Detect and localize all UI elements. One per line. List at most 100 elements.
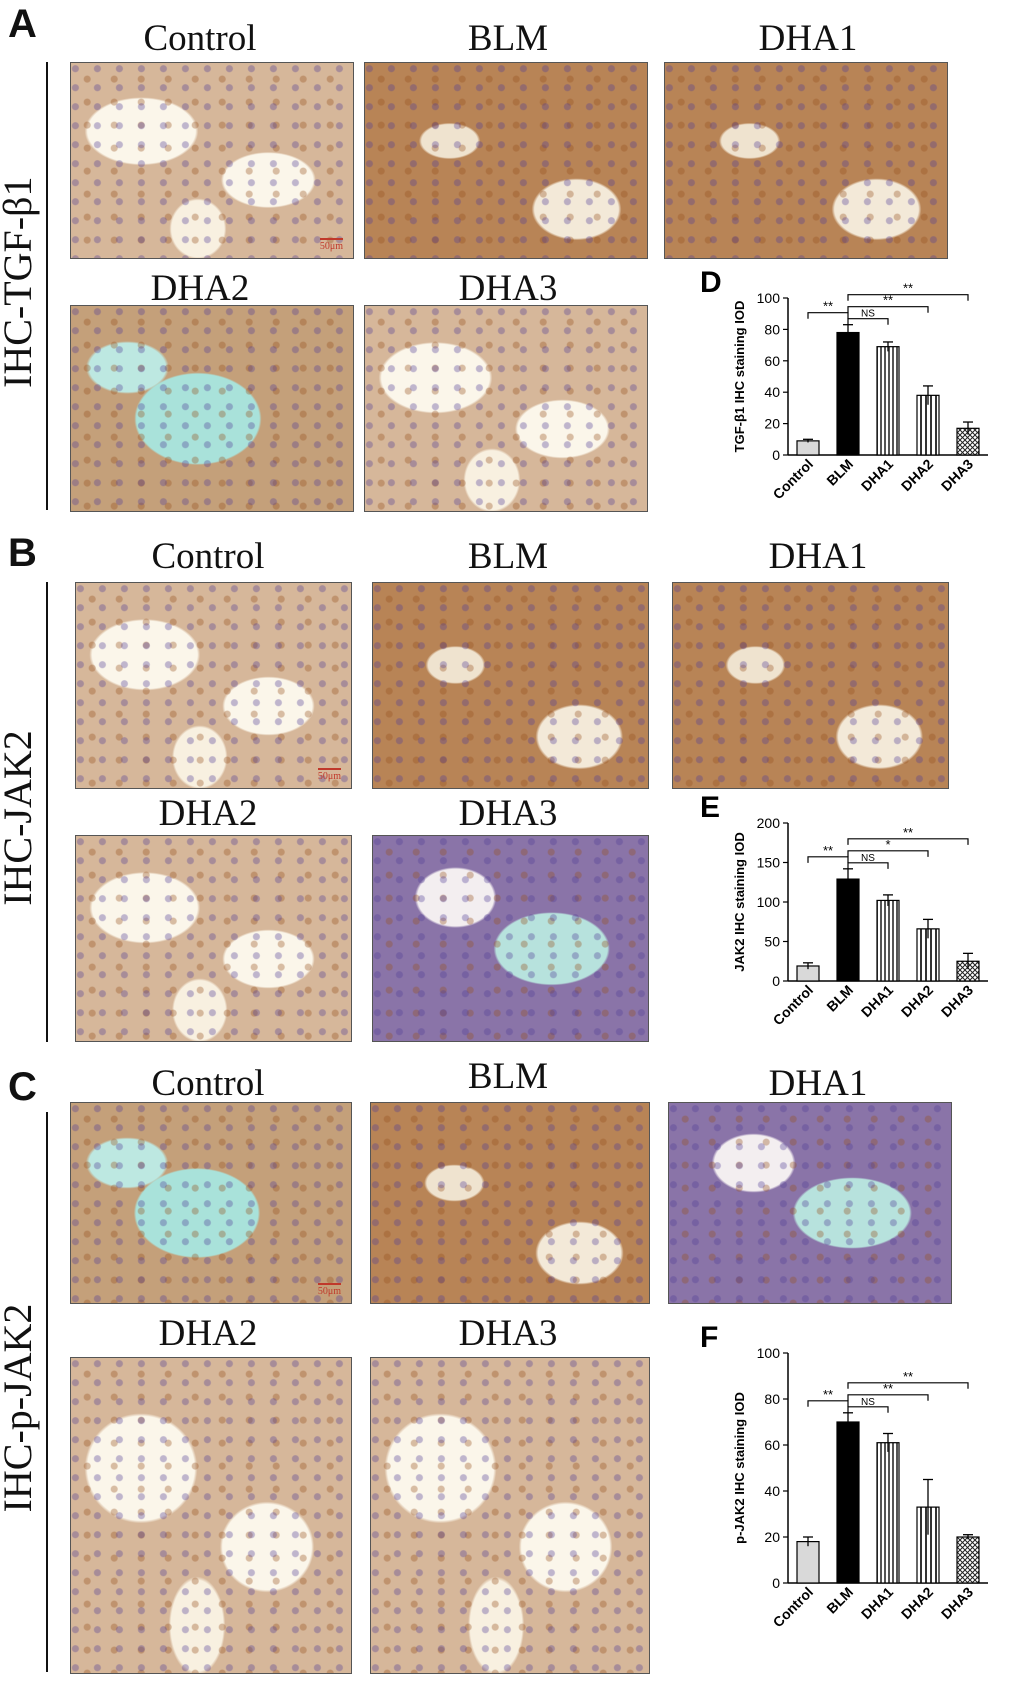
y-axis-label: p-JAK2 IHC staining IOD: [732, 1392, 747, 1544]
panel-letter-b: B: [8, 531, 37, 575]
significance-bracket: [847, 306, 929, 313]
significance-bracket: [807, 1400, 849, 1407]
section-a-dha2-title: DHA2: [150, 268, 250, 309]
category-label-blm: BLM: [823, 982, 856, 1015]
significance-bracket: [847, 838, 969, 845]
panel-letter-a: A: [8, 2, 37, 46]
section-a-blm-title: BLM: [467, 18, 549, 59]
section-c-dha2-micrograph: [70, 1357, 352, 1674]
significance-label: NS: [861, 853, 875, 864]
category-label-blm: BLM: [823, 456, 856, 489]
section-b-divider: [46, 582, 48, 1042]
section-c-control-title: Control: [151, 1063, 265, 1104]
significance-bracket: [847, 862, 889, 869]
significance-bracket: [847, 1394, 929, 1401]
section-a-dha3-micrograph: [364, 305, 648, 512]
scale-bar-label: 50μm: [317, 768, 342, 782]
panel-letter-e: E: [700, 791, 720, 824]
y-tick-label: 60: [764, 353, 780, 369]
y-axis-label: JAK2 IHC staining IOD: [732, 832, 747, 971]
category-label-dha1: DHA1: [858, 456, 896, 494]
significance-label: **: [903, 1369, 913, 1384]
section-b-dha1-title: DHA1: [768, 536, 868, 577]
y-tick-label: 60: [764, 1437, 780, 1453]
scale-bar-label: 50μm: [317, 1283, 342, 1297]
y-tick-label: 40: [764, 384, 780, 400]
significance-bracket: [847, 850, 929, 857]
y-tick-label: 200: [757, 815, 781, 831]
significance-bracket: [807, 312, 849, 319]
significance-bracket: [847, 1382, 969, 1389]
significance-label: **: [823, 843, 833, 858]
significance-label: *: [885, 837, 890, 852]
section-c-divider: [46, 1112, 48, 1672]
section-c-blm-title: BLM: [467, 1056, 549, 1097]
y-tick-label: 100: [757, 894, 781, 910]
section-c-dha1-title: DHA1: [768, 1063, 868, 1104]
y-tick-label: 0: [772, 1575, 780, 1591]
section-b-control-title: Control: [151, 536, 265, 577]
y-axis-label: TGF-β1 IHC staining IOD: [732, 301, 747, 453]
section-a-control-micrograph: 50μm: [70, 62, 354, 259]
bar-control: [796, 440, 820, 456]
significance-bracket: [847, 1406, 889, 1413]
category-label-dha1: DHA1: [858, 982, 896, 1020]
y-tick-label: 150: [757, 855, 781, 871]
bar-dha1: [876, 1442, 900, 1584]
significance-label: **: [883, 1381, 893, 1396]
y-tick-label: 50: [764, 934, 780, 950]
significance-label: **: [823, 299, 833, 314]
significance-label: **: [823, 1387, 833, 1402]
section-a-control-title: Control: [143, 18, 257, 59]
y-tick-label: 100: [757, 1345, 781, 1361]
panel-letter-c: C: [8, 1065, 37, 1109]
section-b-blm-micrograph: [372, 582, 649, 789]
category-label-dha3: DHA3: [938, 982, 976, 1020]
significance-label: **: [903, 281, 913, 296]
section-b-label: IHC-JAK2: [0, 730, 40, 906]
significance-bracket: [807, 856, 849, 863]
significance-bracket: [847, 294, 969, 301]
y-tick-label: 80: [764, 321, 780, 337]
significance-bracket: [847, 318, 889, 325]
category-label-dha2: DHA2: [898, 1584, 936, 1622]
section-c-dha2-title: DHA2: [158, 1313, 258, 1354]
y-tick-label: 100: [757, 290, 781, 306]
scale-bar-label: 50μm: [319, 238, 344, 252]
significance-label: NS: [861, 309, 875, 320]
y-tick-label: 0: [772, 973, 780, 989]
category-label-dha3: DHA3: [938, 456, 976, 494]
panel-letter-d: D: [700, 266, 722, 299]
section-a-dha1-title: DHA1: [758, 18, 858, 59]
section-b-dha1-micrograph: [672, 582, 949, 789]
category-label-dha2: DHA2: [898, 456, 936, 494]
bar-control: [796, 1541, 820, 1584]
category-label-dha2: DHA2: [898, 982, 936, 1020]
section-b-dha3-micrograph: [372, 835, 649, 1042]
section-c-control-micrograph: 50μm: [70, 1102, 352, 1304]
bar-blm: [836, 878, 860, 982]
section-c-blm-micrograph: [370, 1102, 650, 1304]
bar-dha3: [956, 1536, 980, 1584]
bar-dha1: [876, 899, 900, 982]
category-label-dha3: DHA3: [938, 1584, 976, 1622]
section-c-label: IHC-p-JAK2: [0, 1303, 40, 1513]
section-c-dha1-micrograph: [668, 1102, 952, 1304]
section-a-blm-micrograph: [364, 62, 648, 259]
section-b-control-micrograph: 50μm: [75, 582, 352, 789]
section-c-dha3-micrograph: [370, 1357, 650, 1674]
y-tick-label: 0: [772, 447, 780, 463]
y-tick-label: 80: [764, 1391, 780, 1407]
significance-label: **: [903, 825, 913, 840]
bar-blm: [836, 331, 860, 456]
section-a-dha2-micrograph: [70, 305, 354, 512]
significance-label: NS: [861, 1397, 875, 1408]
section-b-dha3-title: DHA3: [458, 793, 558, 834]
panel-letter-f: F: [700, 1321, 718, 1354]
section-b-dha2-micrograph: [75, 835, 352, 1042]
bar-blm: [836, 1421, 860, 1584]
section-a-dha1-micrograph: [664, 62, 948, 259]
section-a-dha3-title: DHA3: [458, 268, 558, 309]
